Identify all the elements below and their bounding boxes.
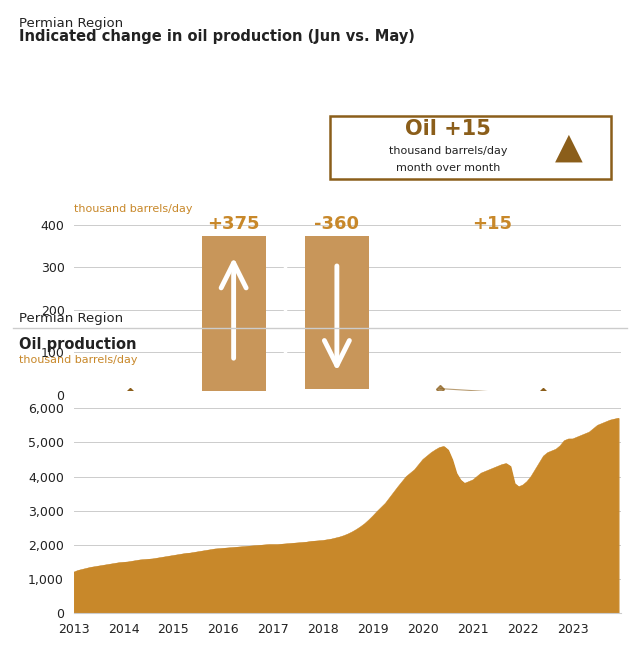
Text: thousand barrels/day: thousand barrels/day xyxy=(19,355,138,365)
Text: +15: +15 xyxy=(472,215,512,233)
Text: Indicated change in oil production (Jun vs. May): Indicated change in oil production (Jun … xyxy=(19,29,415,44)
Text: Oil production: Oil production xyxy=(19,337,137,352)
Text: thousand barrels/day: thousand barrels/day xyxy=(388,146,507,156)
Text: thousand barrels/day: thousand barrels/day xyxy=(74,204,192,214)
Text: -360: -360 xyxy=(314,215,360,233)
Text: +375: +375 xyxy=(207,215,260,233)
Text: Oil +15: Oil +15 xyxy=(405,119,491,139)
Text: Permian Region: Permian Region xyxy=(19,312,124,325)
Text: Permian Region: Permian Region xyxy=(19,17,124,30)
Bar xyxy=(305,235,369,389)
Bar xyxy=(202,235,266,395)
Text: month over month: month over month xyxy=(396,162,500,172)
Text: ▲: ▲ xyxy=(555,131,583,164)
